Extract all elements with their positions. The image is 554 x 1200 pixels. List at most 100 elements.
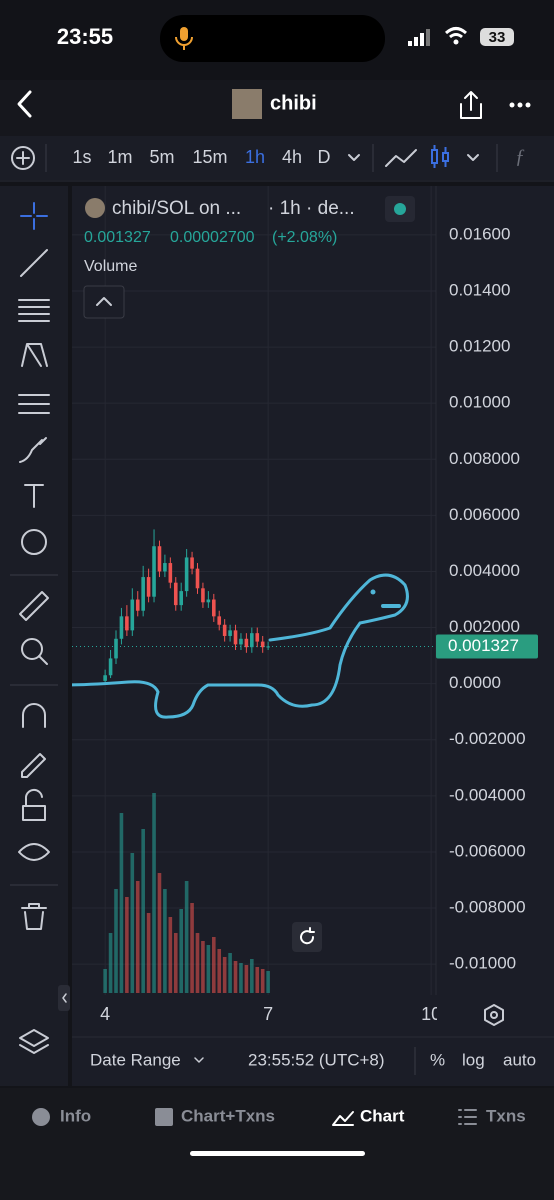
timeframe[interactable]: 1h: [245, 147, 265, 167]
collapse-toolbar[interactable]: [58, 985, 70, 1011]
candle-body: [168, 563, 173, 583]
y-tick-label: 0.0000: [449, 673, 501, 692]
signal-icon: [408, 29, 430, 46]
wifi-icon: [444, 27, 468, 39]
volume-bar: [114, 889, 118, 993]
log-toggle[interactable]: log: [462, 1050, 485, 1069]
projection-tool[interactable]: [18, 394, 50, 414]
tab[interactable]: Chart: [360, 1106, 405, 1125]
text-tool[interactable]: [24, 484, 44, 508]
volume-bar: [103, 969, 107, 993]
volume-bar: [108, 933, 113, 993]
collapse-legend[interactable]: [83, 285, 125, 319]
y-tick-label: 0.01400: [449, 280, 510, 299]
volume-bar: [179, 909, 183, 993]
trendline-tool[interactable]: [20, 249, 48, 277]
volume-bar: [228, 953, 232, 993]
lock-tool[interactable]: [22, 788, 46, 821]
delete-tool[interactable]: [21, 903, 47, 930]
timeframe[interactable]: 4h: [282, 147, 302, 167]
interval-dropdown[interactable]: [348, 154, 360, 161]
y-tick-label: -0.006000: [449, 841, 526, 860]
zoom-tool[interactable]: [21, 638, 43, 660]
volume-bar: [146, 913, 151, 993]
more-button[interactable]: [509, 102, 531, 108]
auto-toggle[interactable]: auto: [503, 1050, 536, 1069]
volume-bar: [217, 949, 222, 993]
layers-tool[interactable]: [19, 1029, 49, 1054]
legend-avatar: [85, 198, 105, 218]
timeframe[interactable]: 15m: [192, 147, 227, 167]
mic-icon: [175, 27, 193, 50]
candle-body: [222, 624, 227, 636]
percent-toggle[interactable]: %: [430, 1050, 445, 1069]
battery-level: 33: [489, 29, 506, 46]
tab[interactable]: Txns: [486, 1106, 526, 1125]
date-range-button[interactable]: Date Range: [90, 1050, 181, 1069]
pattern-tool[interactable]: [21, 343, 48, 367]
candle-style[interactable]: [431, 145, 449, 168]
volume-bar: [141, 829, 145, 993]
volume-bar: [222, 957, 227, 993]
candle-body: [119, 616, 124, 639]
volume-bar: [173, 933, 178, 993]
style-dropdown[interactable]: [467, 154, 479, 161]
reset-button[interactable]: [292, 922, 322, 952]
header-title: chibi: [270, 92, 317, 114]
candle-body: [125, 616, 129, 631]
legend-price: 0.001327: [84, 229, 151, 246]
emoji-tool[interactable]: [21, 529, 47, 555]
add-indicator[interactable]: [11, 146, 35, 170]
candle-body: [108, 658, 113, 676]
volume-bar: [125, 897, 129, 993]
last-price-tag: [436, 634, 538, 659]
y-tick-label: -0.002000: [449, 729, 526, 748]
battery: [480, 28, 514, 46]
tab[interactable]: Info: [60, 1106, 91, 1125]
timeframe[interactable]: D: [318, 147, 331, 167]
volume-bar: [135, 881, 140, 993]
reset-icon: [300, 927, 315, 945]
candle-body: [201, 588, 205, 603]
y-tick-label: -0.008000: [449, 898, 526, 917]
chart-settings-dot: [490, 1011, 498, 1019]
date-range-caret: [194, 1057, 204, 1063]
back-button[interactable]: [17, 90, 32, 118]
candle-body: [239, 638, 243, 645]
visibility-tool[interactable]: [18, 843, 50, 861]
line-style[interactable]: [385, 149, 417, 167]
candle-body: [179, 591, 183, 606]
legend-symbol: chibi/SOL on ...: [112, 198, 241, 219]
chart-settings[interactable]: [484, 1004, 504, 1026]
volume-bar: [130, 853, 135, 993]
chart-icon: [332, 1111, 354, 1126]
timeframe[interactable]: 1s: [72, 147, 91, 167]
volume-bar: [239, 963, 243, 993]
volume-bar: [184, 881, 189, 993]
brush-tool[interactable]: [19, 437, 47, 463]
timeframe[interactable]: 5m: [149, 147, 174, 167]
y-tick-label: 0.01600: [449, 224, 510, 243]
lock-draw-tool[interactable]: [21, 753, 46, 778]
chart-txns-icon: [155, 1108, 173, 1126]
ruler-tool[interactable]: [19, 591, 49, 621]
indicators-button[interactable]: ƒ: [515, 146, 525, 168]
volume-bar: [206, 945, 211, 993]
crosshair-tool[interactable]: [20, 202, 48, 230]
tab-bar: [0, 1088, 554, 1200]
tab[interactable]: Chart+Txns: [181, 1106, 275, 1125]
candle-body: [260, 641, 265, 648]
timeframe[interactable]: 1m: [107, 147, 132, 167]
toolbar: [0, 136, 554, 180]
candle-body: [250, 633, 254, 648]
share-button[interactable]: [460, 91, 482, 119]
candle-body: [244, 638, 249, 648]
y-tick-label: -0.004000: [449, 785, 526, 804]
legend-change: 0.00002700: [170, 229, 255, 246]
fib-tool[interactable]: [18, 299, 50, 322]
candle-body: [146, 577, 151, 597]
magnet-tool[interactable]: [22, 703, 46, 728]
volume-bar: [266, 971, 270, 993]
